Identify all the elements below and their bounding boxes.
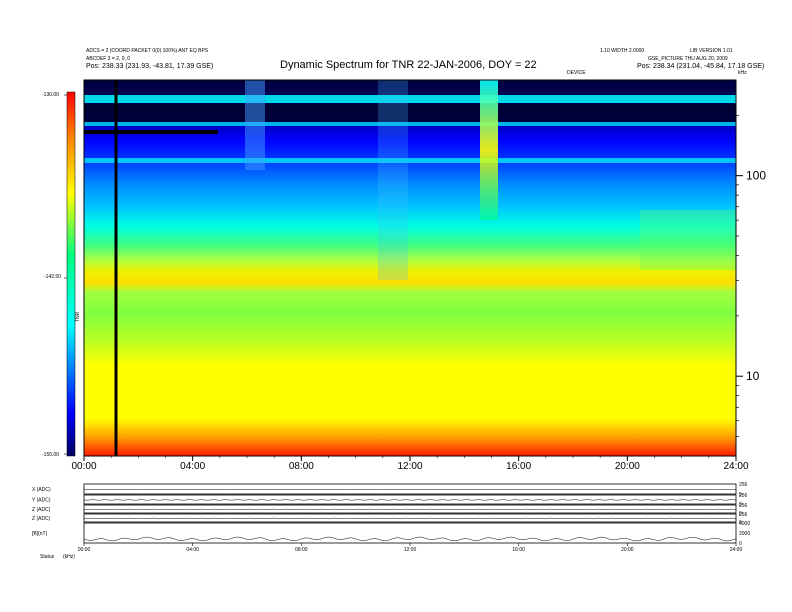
x-tick-label: 04:00	[180, 461, 205, 472]
x-tick-label: 00:00	[71, 461, 96, 472]
panel-trace	[83, 517, 737, 519]
panel-trace	[83, 499, 737, 501]
panel-right-tick: 256	[739, 503, 748, 509]
panel-frame	[83, 522, 737, 544]
panel-trace	[83, 488, 737, 491]
spectrogram-black-stripe	[84, 130, 218, 134]
footer-status-label: Status	[40, 554, 55, 560]
panel-x-tick-label: 00:00	[78, 547, 91, 553]
panel-right-tick: 0	[739, 492, 742, 498]
y-axis-unit-label: kHz	[738, 70, 747, 76]
spectrogram-radio-burst	[480, 80, 498, 220]
footer-unit-label: (kHz)	[63, 554, 75, 560]
panel-x-tick-label: 24:00	[730, 547, 743, 553]
spectrogram-band-cyan-1	[84, 95, 736, 103]
spectrogram-band-cyan-3	[84, 158, 736, 163]
panel-x-tick-label: 08:00	[295, 547, 308, 553]
header-right-pos-label: Pos:	[637, 63, 652, 70]
panel-x-tick-label: 04:00	[186, 547, 199, 553]
panel-frame	[83, 513, 737, 523]
panel-x-tick-label: 20:00	[621, 547, 634, 553]
panel-right-tick: 256	[739, 493, 748, 499]
panel-series-label: Z (ADC)	[32, 507, 51, 513]
panel-right-tick: 0	[739, 511, 742, 517]
spectrogram	[83, 79, 737, 457]
x-tick-label: 16:00	[506, 461, 531, 472]
panel-x-tick-label: 16:00	[512, 547, 525, 553]
spectrogram-band-cyan-2	[84, 122, 736, 126]
panel-right-tick: 4000	[739, 521, 750, 527]
spectrogram-late-enhancement	[640, 210, 736, 270]
panel-right-tick: 0	[739, 541, 742, 547]
spectrogram-bright-patch-1	[245, 80, 265, 170]
header-left-line3: Pos: 238.33 (231.93, -43.81, 17.39 GSE)	[86, 63, 213, 71]
header-right-line1b: LIB VERSION 1.01	[690, 48, 733, 54]
panel-series-label: Z (ADC)	[32, 516, 51, 522]
panel-trace	[83, 536, 737, 542]
panel-series-label: [B](nT)	[32, 531, 48, 537]
spectrogram-dark-band	[84, 104, 736, 122]
panel-frame	[83, 504, 737, 514]
header-left-line2: ABCDEF 3 = 2, 0, 0	[86, 56, 131, 62]
panel-series-label: Y (ADC)	[32, 498, 51, 504]
panel-right-tick: 2000	[739, 531, 750, 537]
panel-frame	[83, 494, 737, 505]
panel-right-tick: 0	[739, 520, 742, 526]
header-right-line3: Pos: 238.34 (231.04, -45.84, 17.18 GSE)	[637, 63, 764, 71]
header-center-small: DEVICE	[567, 70, 586, 76]
header-left-pos-label: Pos:	[86, 63, 101, 70]
x-axis: 00:00 04:00 08:00 12:00 16:00 20:00 24:00	[71, 456, 749, 472]
y-axis: 10 100	[64, 94, 766, 455]
colorbar-tick-mid: -142.50	[44, 274, 61, 280]
x-tick-label: 20:00	[615, 461, 640, 472]
colorbar-tick-top: -130.00	[42, 92, 59, 98]
y-tick-label: 10	[746, 369, 760, 383]
panel-right-tick: 0	[739, 502, 742, 508]
x-tick-label: 08:00	[289, 461, 314, 472]
panel-x-tick-label: 12:00	[404, 547, 417, 553]
x-tick-label: 12:00	[397, 461, 422, 472]
y-tick-label: 100	[746, 169, 766, 183]
panel-right-tick: 256	[739, 482, 748, 488]
chart-title: Dynamic Spectrum for TNR 22-JAN-2006, DO…	[280, 59, 537, 71]
panel-right-tick: 256	[739, 512, 748, 518]
panel-series-label: X (ADC)	[32, 487, 51, 493]
header-right-pos-value: 238.34 (231.04, -45.84, 17.18 GSE)	[652, 63, 765, 70]
header-right-line1: 1.10 WIDTH 2.0000	[600, 48, 645, 54]
header-left-pos-value: 238.33 (231.93, -43.81, 17.39 GSE)	[101, 63, 214, 70]
header-left-line1: ADCS = 2 (COORD PACKET 0(0) 100%) ANT EQ…	[86, 48, 209, 54]
header-right-line2: GSE_PICTURE THU AUG 20, 2009	[648, 56, 728, 62]
spectrogram-background	[84, 80, 736, 456]
spectrogram-bright-patch-2	[378, 80, 408, 280]
colorbar	[66, 91, 76, 457]
x-tick-label: 24:00	[723, 461, 748, 472]
panel-trace	[83, 508, 737, 510]
panel-frame	[83, 483, 737, 495]
colorbar-tick-bottom: -155.00	[42, 452, 59, 458]
